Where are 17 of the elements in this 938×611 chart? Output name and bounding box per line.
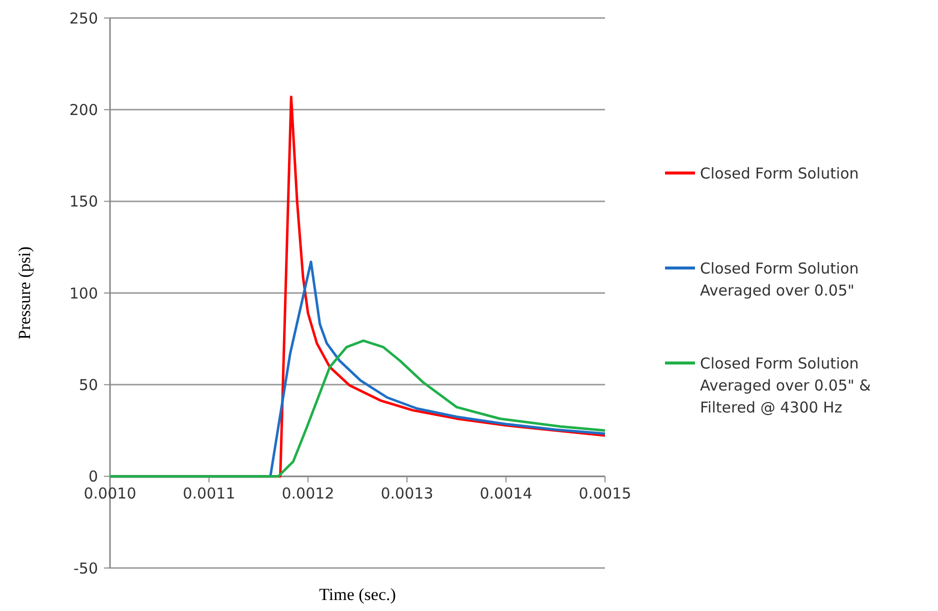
x-tick-label: 0.0011 (182, 484, 236, 502)
x-tick-label: 0.0013 (380, 484, 434, 502)
legend-label: Closed Form Solution (700, 164, 859, 182)
y-tick-label: 250 (69, 9, 98, 28)
y-tick-label: -50 (74, 559, 98, 578)
y-tick-label: 50 (78, 376, 98, 394)
y-tick-label: 150 (69, 192, 98, 211)
x-tick-label: 0.0015 (578, 484, 632, 502)
y-tick-label: 100 (69, 284, 98, 302)
y-tick-label: 200 (69, 100, 98, 119)
x-tick-label: 0.0014 (480, 484, 532, 502)
y-tick-label: 0 (88, 468, 98, 486)
x-axis-title: Time (sec.) (319, 585, 396, 604)
legend-label: Closed Form Solution Averaged over 0.05" (700, 259, 859, 300)
legend-label: Closed Form Solution Averaged over 0.05" & Filtered @ 4300 Hz (700, 354, 872, 416)
x-tick-label: 0.0012 (282, 484, 334, 502)
y-axis-title: Pressure (psi) (15, 246, 34, 340)
